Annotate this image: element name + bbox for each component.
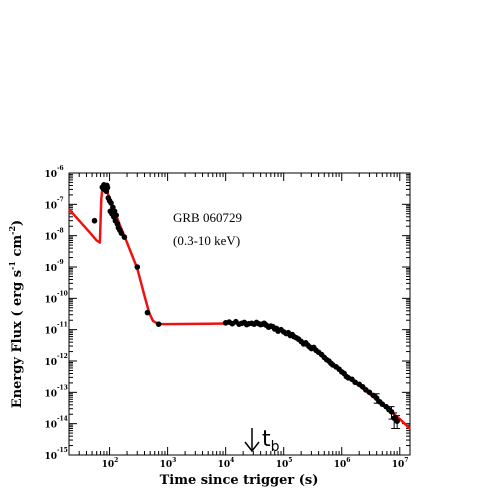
y-tick-label-exponent: -15 bbox=[57, 447, 68, 454]
break-arrow-head bbox=[244, 441, 260, 453]
y-tick-label: 10 bbox=[44, 421, 57, 431]
x-tick-label: 104 bbox=[218, 457, 235, 470]
y-tick-label: 10 bbox=[44, 389, 57, 399]
data-point bbox=[108, 200, 114, 206]
y-tick-label: 10 bbox=[44, 327, 57, 337]
axis-tick-labels: 102 103 104 105 106 10710-1510-1410-1310-1210… bbox=[44, 165, 408, 470]
data-point bbox=[118, 230, 125, 236]
annotation-energy-band: (0.3-10 keV) bbox=[173, 233, 240, 248]
x-tick-label: 103 bbox=[160, 457, 177, 470]
axis-ticks bbox=[68, 173, 410, 456]
data-point bbox=[113, 212, 119, 218]
y-tick-label: 10 bbox=[44, 358, 57, 368]
data-point bbox=[388, 408, 395, 415]
y-tick-label-exponent: -14 bbox=[57, 416, 68, 423]
annotation-grb-name: GRB 060729 bbox=[173, 210, 242, 225]
y-tick-label-exponent: -6 bbox=[57, 165, 64, 172]
y-tick-label-exponent: -9 bbox=[57, 259, 64, 266]
y-tick-label: 10 bbox=[44, 201, 57, 211]
y-tick-label-exponent: -7 bbox=[57, 196, 64, 203]
break-time-marker: tb bbox=[244, 427, 280, 455]
y-tick-label: 10 bbox=[44, 264, 57, 274]
data-point bbox=[394, 418, 400, 424]
y-tick-label: 10 bbox=[44, 170, 57, 180]
y-tick-label-exponent: -12 bbox=[57, 353, 68, 360]
x-tick-label: 107 bbox=[392, 457, 409, 470]
data-point bbox=[134, 264, 141, 270]
data-points-layer bbox=[91, 182, 401, 430]
y-tick-label-exponent: -13 bbox=[57, 384, 68, 391]
y-tick-label-exponent: -8 bbox=[57, 228, 64, 235]
x-tick-label: 102 bbox=[102, 457, 119, 470]
break-time-label: tb bbox=[262, 427, 280, 455]
data-point bbox=[144, 309, 151, 316]
y-tick-label: 10 bbox=[44, 452, 57, 462]
x-axis-title: Time since trigger (s) bbox=[160, 473, 319, 488]
y-axis-title: Energy Flux ( erg s-1 cm-2) bbox=[7, 220, 25, 408]
y-tick-label: 10 bbox=[44, 233, 57, 243]
data-point bbox=[121, 234, 128, 240]
y-tick-label: 10 bbox=[44, 295, 57, 305]
x-tick-label: 106 bbox=[334, 457, 351, 470]
plot-frame bbox=[68, 172, 411, 456]
data-point bbox=[155, 321, 162, 327]
x-tick-label: 105 bbox=[276, 457, 293, 470]
y-tick-label-exponent: -11 bbox=[57, 322, 68, 329]
data-point bbox=[104, 184, 111, 191]
y-tick-label-exponent: -10 bbox=[57, 290, 68, 297]
data-point bbox=[91, 217, 98, 224]
data-point bbox=[366, 389, 373, 396]
